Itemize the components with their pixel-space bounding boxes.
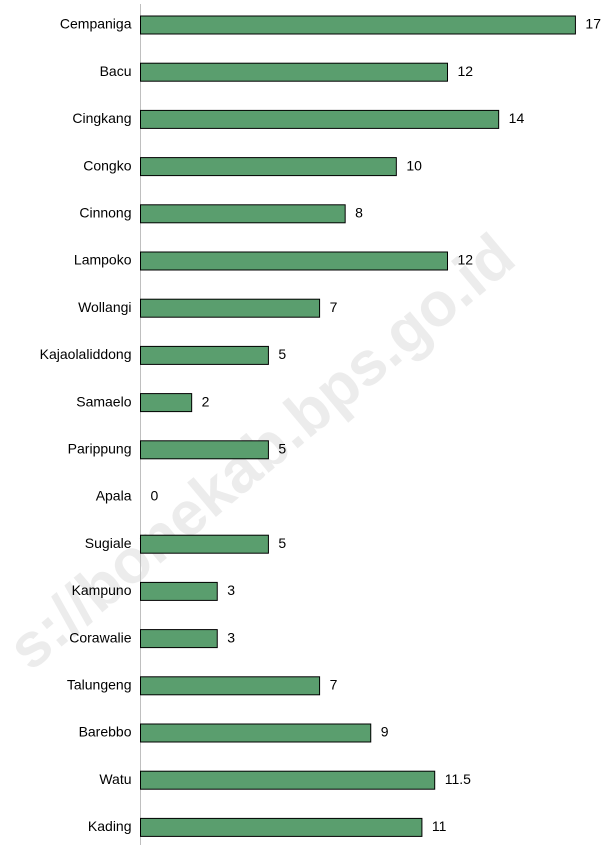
y-tick-label: Samaelo [76,393,131,409]
y-tick-label: Congko [83,157,131,173]
bar [140,440,269,460]
bar [140,62,448,82]
bar [140,723,372,743]
data-label: 9 [381,724,389,740]
y-tick-label: Cempaniga [60,16,132,32]
bar [140,204,346,224]
y-tick-label: Lampoko [74,252,132,268]
data-label: 8 [355,205,363,221]
bar [140,393,193,413]
data-label: 7 [330,677,338,693]
data-label: 5 [278,346,286,362]
bar [140,298,321,318]
bar [140,534,269,554]
data-label: 7 [330,299,338,315]
data-label: 11 [432,818,447,834]
y-tick-label: Parippung [68,441,132,457]
y-tick-label: Sugiale [85,535,132,551]
y-tick-label: Cinnong [79,205,131,221]
bar [140,15,576,35]
data-label: 10 [406,157,422,173]
data-label: 2 [202,393,210,409]
bar [140,676,321,696]
bar [140,817,423,837]
bar [140,345,269,365]
data-label: 5 [278,441,286,457]
y-tick-label: Kajaolaliddong [40,346,132,362]
y-tick-label: Cingkang [72,110,131,126]
y-tick-label: Kading [88,818,132,834]
y-tick-label: Wollangi [78,299,131,315]
bar [140,770,436,790]
data-label: 12 [458,63,474,79]
y-tick-label: Kampuno [72,582,132,598]
y-tick-label: Apala [96,488,132,504]
y-tick-label: Talungeng [67,677,132,693]
data-label: 17 [585,16,601,32]
data-label: 12 [458,252,474,268]
y-tick-label: Watu [99,771,131,787]
y-tick-label: Corawalie [69,629,131,645]
y-tick-label: Barebbo [79,724,132,740]
data-label: 0 [151,488,159,504]
data-label: 3 [227,582,235,598]
data-label: 5 [278,535,286,551]
data-label: 3 [227,629,235,645]
bar [140,157,397,177]
bar [140,629,218,649]
bar [140,109,500,129]
y-tick-label: Bacu [100,63,132,79]
bar [140,581,218,601]
bar [140,251,448,271]
data-label: 14 [509,110,525,126]
data-label: 11.5 [445,771,471,787]
